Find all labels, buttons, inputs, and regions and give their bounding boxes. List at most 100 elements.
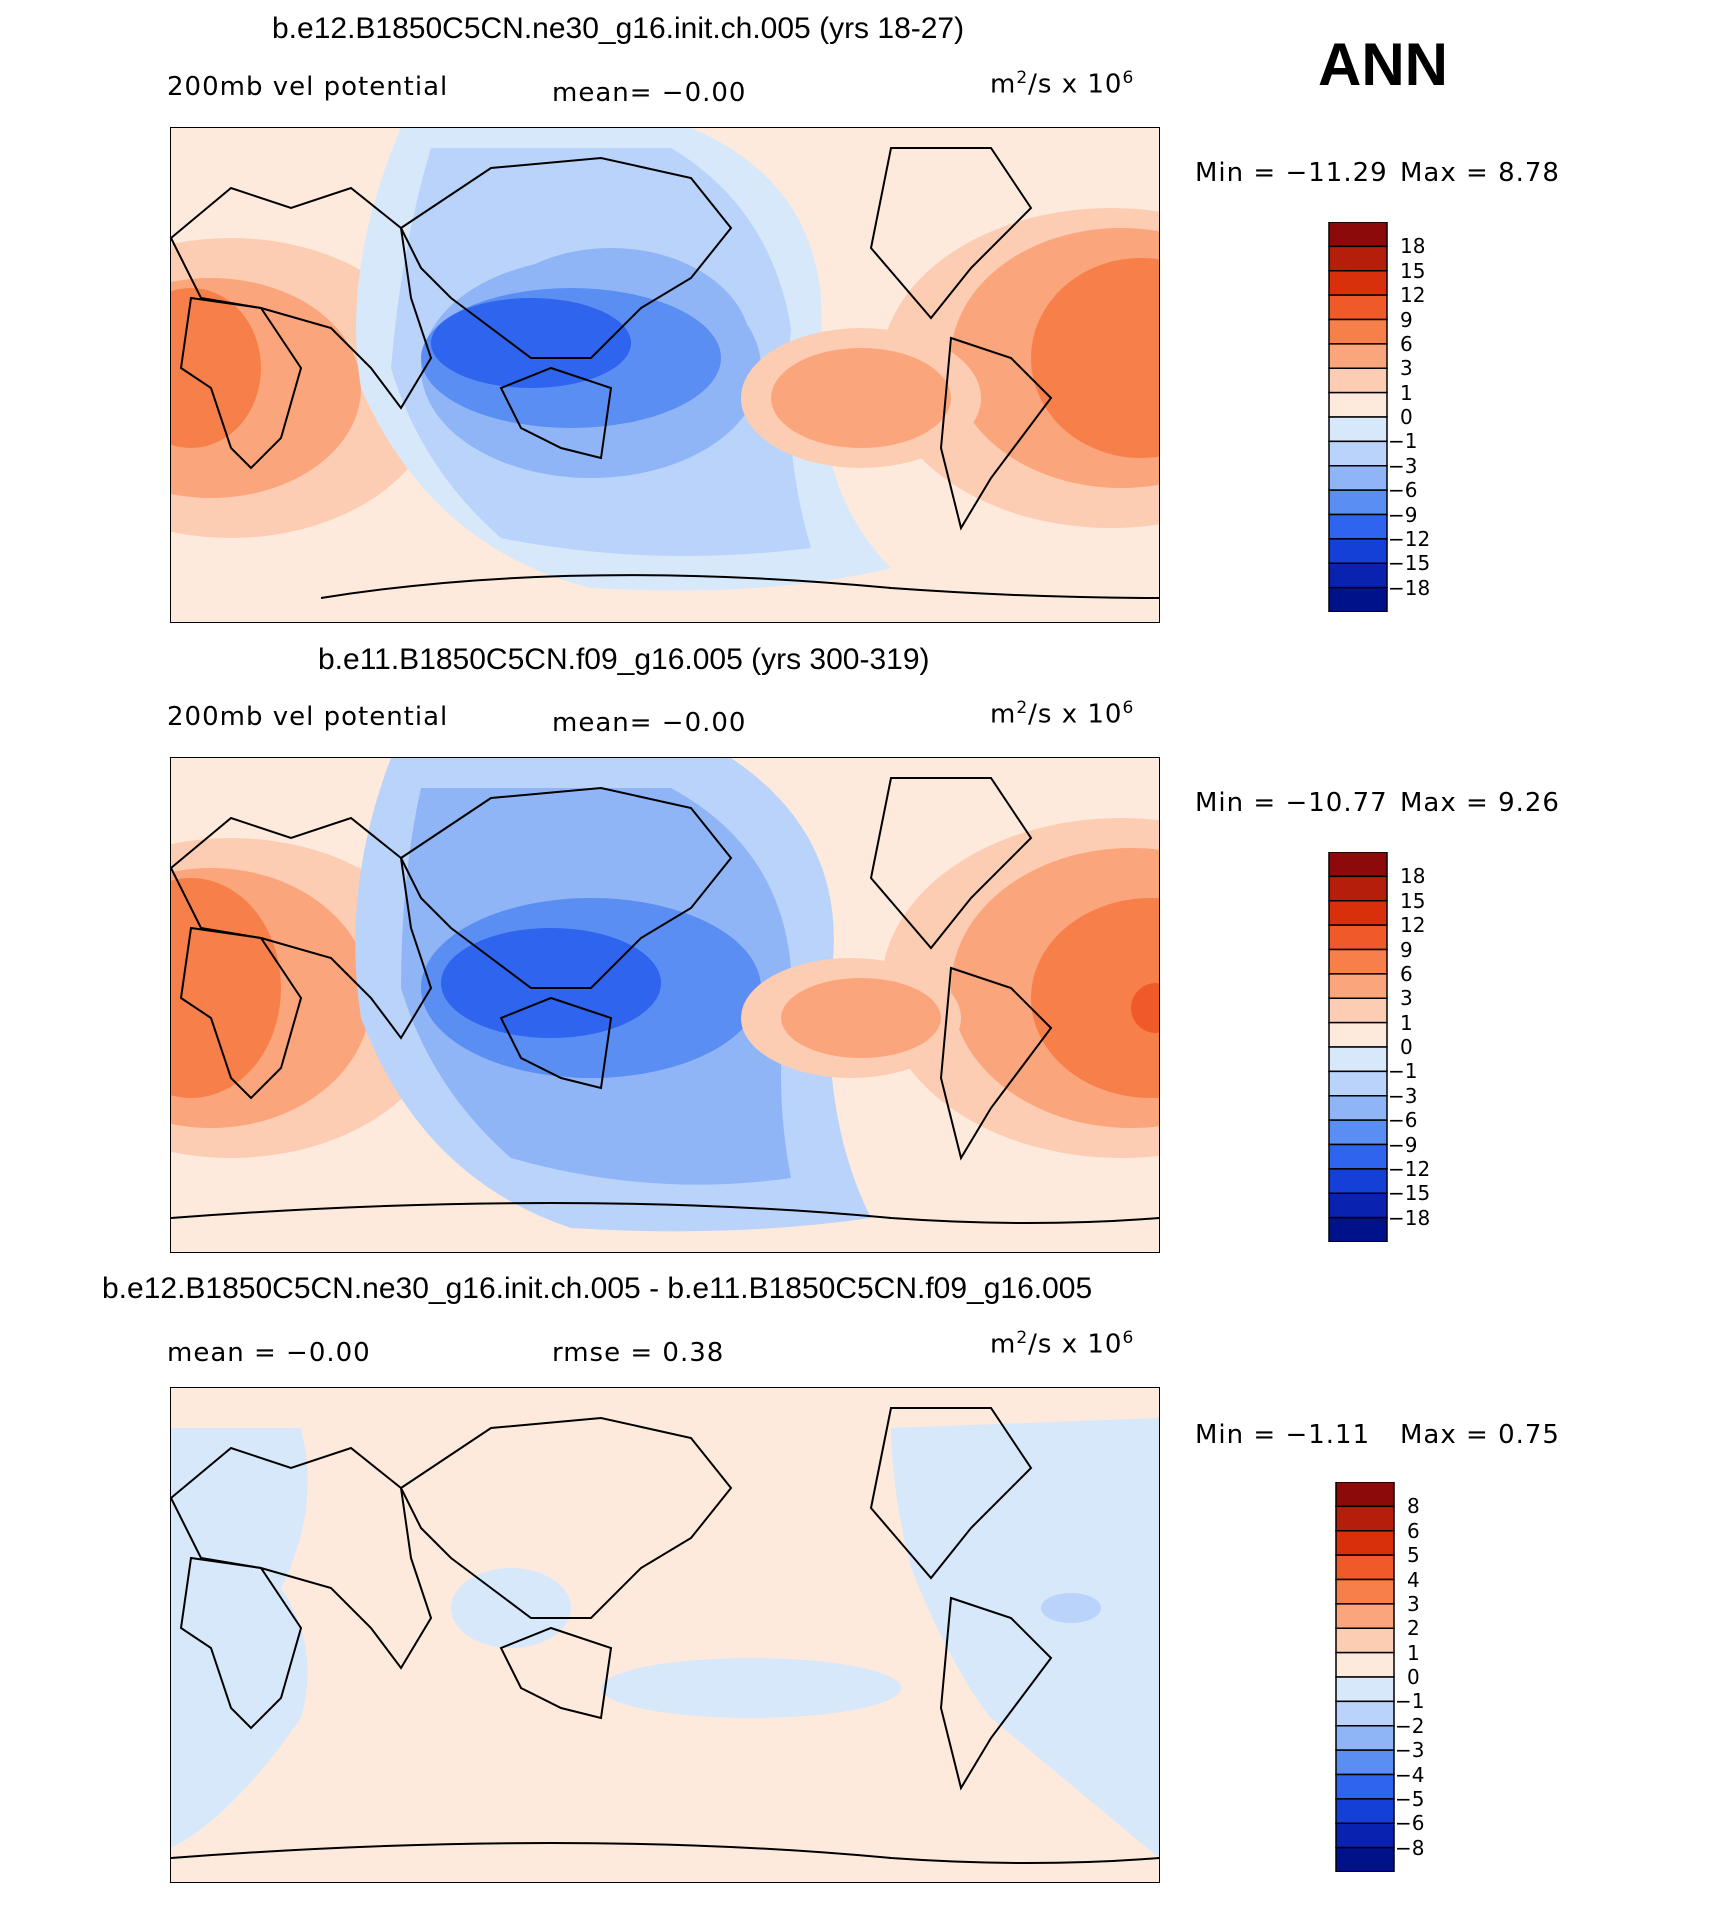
colorbar-swatch (1328, 1143, 1388, 1170)
panel-2-field (171, 758, 1159, 1252)
panel-3-field (171, 1388, 1159, 1882)
colorbar-swatch (1328, 851, 1388, 878)
panel-2-colorbar-swatches (1328, 851, 1388, 1243)
colorbar-tick-label: 6 (1400, 331, 1413, 356)
colorbar-tick-label: −3 (1388, 453, 1418, 478)
colorbar-swatch (1328, 1070, 1388, 1097)
colorbar-tick-label: 0 (1400, 1035, 1413, 1059)
panel-1-center-label: mean= −0.00 (552, 78, 747, 108)
colorbar-swatch (1328, 538, 1388, 564)
colorbar-tick-label: 12 (1400, 913, 1426, 938)
colorbar-tick-label: 9 (1400, 937, 1413, 962)
colorbar-swatch (1335, 1578, 1395, 1605)
colorbar-tick-label: −4 (1395, 1762, 1425, 1787)
panel-2-left-label: 200mb vel potential (167, 702, 449, 732)
panel-1-title: b.e12.B1850C5CN.ne30_g16.init.ch.005 (yr… (272, 12, 965, 45)
panel-1-colorbar-swatches (1328, 221, 1388, 613)
colorbar-swatch (1328, 562, 1388, 589)
colorbar-swatch (1335, 1530, 1395, 1556)
panel-3-colorbar-swatches (1335, 1481, 1395, 1873)
panel-3-left-label: mean = −0.00 (167, 1338, 371, 1368)
colorbar-swatch (1335, 1700, 1395, 1727)
colorbar-tick-label: −1 (1388, 429, 1418, 454)
panel-2-colorbar (1328, 851, 1388, 1243)
colorbar-tick-label: −8 (1395, 1835, 1425, 1860)
colorbar-tick-label: −6 (1388, 1108, 1418, 1133)
colorbar-swatch (1328, 440, 1388, 467)
colorbar-swatch (1328, 1095, 1388, 1121)
colorbar-swatch (1328, 948, 1388, 975)
colorbar-swatch (1335, 1773, 1395, 1800)
panel-3-map (170, 1387, 1160, 1883)
colorbar-swatch (1328, 924, 1388, 951)
panel-2-map (170, 757, 1160, 1253)
colorbar-swatch (1335, 1749, 1395, 1776)
colorbar-tick-label: 0 (1400, 405, 1413, 429)
colorbar-tick-label: −5 (1395, 1786, 1425, 1811)
colorbar-tick-label: 3 (1400, 986, 1413, 1011)
panel-3-max: Max = 0.75 (1400, 1420, 1560, 1450)
colorbar-swatch (1328, 465, 1388, 491)
panel-1-map (170, 127, 1160, 623)
colorbar-swatch (1328, 875, 1388, 902)
colorbar-tick-label: 6 (1407, 1518, 1420, 1543)
colorbar-swatch (1328, 245, 1388, 272)
panel-1-min: Min = −11.29 (1195, 158, 1388, 188)
colorbar-tick-label: 5 (1407, 1543, 1420, 1568)
colorbar-tick-label: 12 (1400, 283, 1426, 308)
colorbar-tick-label: −1 (1395, 1689, 1425, 1714)
panel-1-max: Max = 8.78 (1400, 158, 1560, 188)
colorbar-tick-label: −6 (1388, 478, 1418, 503)
panel-2-title: b.e11.B1850C5CN.f09_g16.005 (yrs 300-319… (318, 643, 930, 676)
panel-3-colorbar (1335, 1481, 1395, 1873)
colorbar-swatch (1335, 1822, 1395, 1849)
colorbar-swatch (1328, 1216, 1388, 1243)
colorbar-swatch (1335, 1846, 1395, 1873)
colorbar-tick-label: −2 (1395, 1713, 1425, 1738)
panel-1-field (171, 128, 1159, 622)
colorbar-swatch (1328, 489, 1388, 516)
colorbar-swatch (1328, 513, 1388, 540)
colorbar-tick-label: −15 (1388, 1181, 1431, 1206)
colorbar-swatch (1335, 1725, 1395, 1751)
colorbar-swatch (1328, 1192, 1388, 1219)
colorbar-swatch (1328, 1168, 1388, 1194)
colorbar-tick-label: 2 (1407, 1616, 1420, 1641)
colorbar-tick-label: −6 (1395, 1811, 1425, 1836)
colorbar-swatch (1328, 997, 1388, 1024)
colorbar-tick-label: −12 (1388, 1156, 1431, 1181)
colorbar-swatch (1328, 1021, 1388, 1048)
colorbar-tick-label: 3 (1400, 356, 1413, 381)
colorbar-tick-label: −15 (1388, 551, 1431, 576)
colorbar-tick-label: −3 (1388, 1083, 1418, 1108)
panel-2-min: Min = −10.77 (1195, 788, 1388, 818)
colorbar-tick-label: 15 (1400, 888, 1426, 913)
panel-2-max: Max = 9.26 (1400, 788, 1560, 818)
colorbar-tick-label: 1 (1400, 380, 1413, 405)
colorbar-swatch (1335, 1798, 1395, 1824)
colorbar-swatch (1328, 1119, 1388, 1146)
colorbar-swatch (1328, 367, 1388, 394)
colorbar-tick-label: −18 (1388, 1205, 1431, 1230)
panel-3-units: m2/s x 106 (990, 1328, 1135, 1360)
colorbar-swatch (1335, 1505, 1395, 1532)
colorbar-swatch (1328, 391, 1388, 418)
colorbar-tick-label: 1 (1400, 1010, 1413, 1035)
colorbar-tick-label: 18 (1400, 864, 1426, 889)
colorbar-tick-label: −9 (1388, 502, 1418, 527)
colorbar-tick-label: 9 (1400, 307, 1413, 332)
colorbar-tick-label: −9 (1388, 1132, 1418, 1157)
panel-1-colorbar (1328, 221, 1388, 613)
colorbar-swatch (1328, 294, 1388, 321)
season-label: ANN (1318, 31, 1448, 98)
colorbar-tick-label: 15 (1400, 258, 1426, 283)
colorbar-swatch (1335, 1481, 1395, 1508)
panel-2-center-label: mean= −0.00 (552, 708, 747, 738)
colorbar-swatch (1335, 1651, 1395, 1678)
colorbar-tick-label: 8 (1407, 1494, 1420, 1519)
colorbar-swatch (1328, 586, 1388, 613)
colorbar-swatch (1335, 1554, 1395, 1581)
colorbar-swatch (1335, 1676, 1395, 1703)
colorbar-swatch (1335, 1603, 1395, 1629)
colorbar-tick-label: −12 (1388, 526, 1431, 551)
